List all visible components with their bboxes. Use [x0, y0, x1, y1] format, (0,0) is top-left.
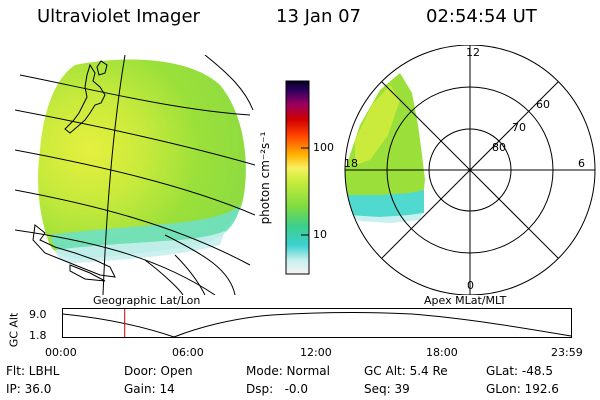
status-filter: Flt: LBHL — [6, 364, 60, 378]
geographic-image-panel — [15, 55, 255, 295]
intensity-colorbar — [285, 80, 310, 275]
time-tick-2359: 23:59 — [551, 346, 583, 359]
mlat-label-60: 60 — [536, 98, 550, 111]
status-gc-alt: GC Alt: 5.4 Re — [364, 364, 448, 378]
status-door: Door: Open — [124, 364, 193, 378]
observation-time: 02:54:54 UT — [426, 6, 537, 27]
geographic-panel-label: Geographic Lat/Lon — [93, 294, 201, 307]
mlt-label-18: 18 — [344, 157, 358, 170]
colorbar-unit-label: photon cm⁻²s⁻¹ — [258, 131, 272, 225]
altitude-tick-high: 9.0 — [29, 308, 47, 321]
colorbar-tick-10: 10 — [313, 228, 327, 241]
altitude-curve — [62, 312, 572, 338]
mlt-label-0: 0 — [467, 279, 474, 292]
status-dsp: Dsp: -0.0 — [246, 382, 309, 396]
mlat-label-70: 70 — [512, 121, 526, 134]
time-tick-1800: 18:00 — [426, 346, 458, 359]
status-mode: Mode: Normal — [246, 364, 330, 378]
altitude-axis-label: GC Alt — [7, 312, 21, 348]
status-gain: Gain: 14 — [124, 382, 175, 396]
altitude-strip-plot — [62, 308, 572, 338]
time-tick-1200: 12:00 — [300, 346, 332, 359]
polar-emission-region — [345, 73, 425, 213]
new-zealand-coastline — [32, 60, 116, 282]
observation-date: 13 Jan 07 — [276, 6, 361, 27]
polar-panel-label: Apex MLat/MLT — [424, 294, 507, 307]
mlt-label-6: 6 — [578, 157, 585, 170]
altitude-tick-low: 1.8 — [29, 329, 47, 342]
mlt-label-12: 12 — [466, 46, 480, 59]
time-tick-0600: 06:00 — [172, 346, 204, 359]
status-ip: IP: 36.0 — [6, 382, 52, 396]
status-glat: GLat: -48.5 — [486, 364, 553, 378]
status-seq: Seq: 39 — [364, 382, 410, 396]
instrument-title: Ultraviolet Imager — [37, 6, 200, 27]
mlat-label-80: 80 — [492, 141, 506, 154]
time-tick-0000: 00:00 — [45, 346, 77, 359]
polar-mlat-mlt-panel — [344, 45, 596, 295]
status-glon: GLon: 192.6 — [486, 382, 559, 396]
colorbar-tick-100: 100 — [313, 141, 334, 154]
